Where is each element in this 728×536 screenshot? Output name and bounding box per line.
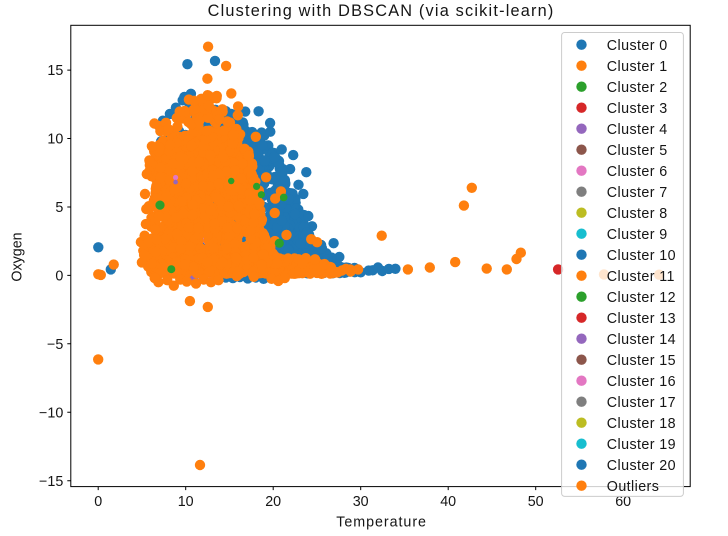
svg-text:Cluster 17: Cluster 17 [607,395,676,411]
svg-text:10: 10 [178,494,194,510]
svg-text:Cluster 8: Cluster 8 [607,206,668,222]
svg-text:Cluster 12: Cluster 12 [607,290,676,306]
svg-text:Cluster 13: Cluster 13 [607,311,676,327]
svg-text:40: 40 [440,494,456,510]
svg-text:0: 0 [94,494,102,510]
svg-text:Cluster 1: Cluster 1 [607,59,668,75]
svg-text:Outliers: Outliers [607,479,659,495]
svg-text:Clustering with DBSCAN (via sc: Clustering with DBSCAN (via scikit-learn… [208,2,555,20]
svg-text:Cluster 10: Cluster 10 [607,248,676,264]
svg-text:Cluster 7: Cluster 7 [607,185,668,201]
svg-text:−5: −5 [47,337,63,353]
svg-text:Cluster 19: Cluster 19 [607,437,676,453]
svg-text:Cluster 2: Cluster 2 [607,80,668,96]
svg-text:60: 60 [615,494,631,510]
svg-text:Cluster 14: Cluster 14 [607,332,676,348]
svg-text:Cluster 6: Cluster 6 [607,164,668,180]
svg-text:5: 5 [55,200,63,216]
svg-text:Cluster 3: Cluster 3 [607,101,668,117]
svg-text:20: 20 [265,494,281,510]
svg-text:0: 0 [55,269,63,285]
svg-text:50: 50 [528,494,544,510]
svg-text:10: 10 [47,132,63,148]
svg-text:Cluster 11: Cluster 11 [607,269,675,285]
svg-text:15: 15 [47,63,63,79]
svg-text:Cluster 16: Cluster 16 [607,374,676,390]
svg-text:−10: −10 [39,405,63,421]
svg-text:Oxygen: Oxygen [10,232,26,281]
svg-text:Cluster 15: Cluster 15 [607,353,676,369]
svg-text:Cluster 20: Cluster 20 [607,458,676,474]
svg-text:Cluster 18: Cluster 18 [607,416,676,432]
svg-text:Cluster 4: Cluster 4 [607,122,668,138]
svg-text:Cluster 9: Cluster 9 [607,227,668,243]
svg-text:30: 30 [353,494,369,510]
svg-text:−15: −15 [39,474,63,490]
svg-text:Temperature: Temperature [336,514,427,530]
svg-text:Cluster 5: Cluster 5 [607,143,668,159]
svg-text:Cluster 0: Cluster 0 [607,38,668,54]
